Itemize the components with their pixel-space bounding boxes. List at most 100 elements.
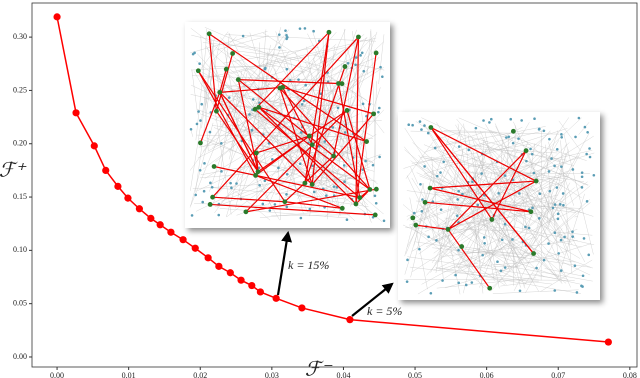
y-tick-label: 0.30: [13, 32, 27, 41]
network-node: [423, 124, 426, 127]
highlight-edge: [254, 108, 361, 199]
network-edge: [544, 268, 584, 277]
highlight-node: [255, 169, 261, 175]
network-edge: [411, 144, 531, 164]
network-node: [525, 159, 528, 163]
network-edge: [496, 190, 520, 207]
network-edge: [437, 133, 518, 233]
point: [248, 281, 256, 290]
network-edge: [209, 31, 227, 131]
network-edge: [463, 172, 493, 294]
network-node: [210, 185, 214, 189]
point: [114, 182, 122, 190]
network-node: [297, 78, 300, 81]
highlight-node: [280, 84, 286, 90]
network-node: [461, 192, 464, 196]
network-edge: [515, 132, 590, 268]
highlight-edge: [213, 165, 360, 199]
network-edge: [191, 85, 325, 148]
network-node: [563, 235, 566, 239]
network-edge: [243, 27, 281, 160]
network-edge: [403, 141, 488, 169]
network-edge: [513, 182, 571, 291]
network-edge: [225, 34, 376, 42]
network-edge: [479, 130, 509, 191]
network-edge: [402, 204, 451, 245]
x-tick-label: 0.00: [50, 371, 64, 378]
network-edge: [297, 148, 375, 172]
network-edge: [486, 226, 591, 276]
network-edge: [490, 130, 573, 245]
network-edge: [557, 240, 582, 248]
highlight-edge: [430, 126, 537, 182]
network-node: [335, 186, 339, 189]
network-edge: [226, 157, 245, 217]
network-node: [481, 253, 484, 257]
highlight-edge: [199, 92, 221, 144]
network-node: [199, 119, 202, 122]
network-edge: [430, 211, 466, 273]
point: [237, 276, 245, 284]
network-node: [299, 131, 303, 134]
network-node: [354, 56, 358, 59]
highlight-node: [195, 68, 201, 74]
network-node: [426, 131, 430, 135]
network-node: [557, 252, 560, 255]
network-edge: [190, 31, 268, 53]
network-node: [575, 291, 579, 294]
highlight-edge: [304, 32, 330, 184]
network-edge: [200, 113, 302, 152]
network-edge: [495, 263, 593, 282]
network-edge: [520, 130, 559, 252]
network-edge: [498, 228, 567, 284]
network-node: [530, 152, 534, 156]
y-tick-label: 0.20: [13, 139, 27, 148]
network-node: [198, 168, 202, 172]
network-node: [457, 281, 461, 285]
point: [102, 166, 110, 174]
network-edge: [471, 254, 496, 275]
network-edge: [565, 223, 569, 245]
highlight-node: [342, 64, 348, 69]
network-edge: [493, 266, 521, 268]
network-edge: [239, 85, 280, 200]
network-edge: [191, 69, 198, 115]
network-edge: [545, 144, 562, 283]
network-node: [553, 289, 557, 292]
network-edge: [190, 122, 214, 206]
highlight-node: [428, 125, 434, 130]
network-edge: [547, 152, 567, 230]
network-node: [571, 235, 575, 238]
highlight-node: [410, 215, 416, 221]
network-edge: [492, 199, 591, 288]
network-node: [588, 155, 592, 159]
network-edge: [556, 229, 578, 237]
network-edge: [191, 34, 322, 67]
network-edge: [406, 175, 443, 249]
point: [124, 194, 132, 202]
network-inset: [398, 112, 600, 300]
network-edge: [520, 178, 564, 241]
network-node: [542, 129, 546, 133]
network-node: [588, 147, 591, 150]
highlight-edge: [282, 86, 374, 115]
network-edge: [502, 152, 506, 163]
network-node: [580, 284, 583, 288]
plot-frame: [31, 2, 638, 368]
network-edge: [198, 31, 229, 73]
network-node: [285, 173, 289, 176]
y-tick-label: 0.25: [13, 85, 27, 94]
network-edge: [206, 45, 274, 211]
network-node: [299, 216, 303, 220]
network-edge: [418, 204, 513, 268]
network-edge: [513, 121, 569, 252]
network-edge: [261, 29, 267, 89]
network-edge: [243, 54, 320, 71]
network-node: [517, 137, 520, 140]
network-node: [480, 172, 483, 175]
network-edge: [212, 44, 337, 148]
highlight-node: [339, 205, 345, 211]
network-node: [346, 62, 350, 65]
highlight-node: [357, 195, 363, 201]
network-edge: [215, 34, 365, 162]
